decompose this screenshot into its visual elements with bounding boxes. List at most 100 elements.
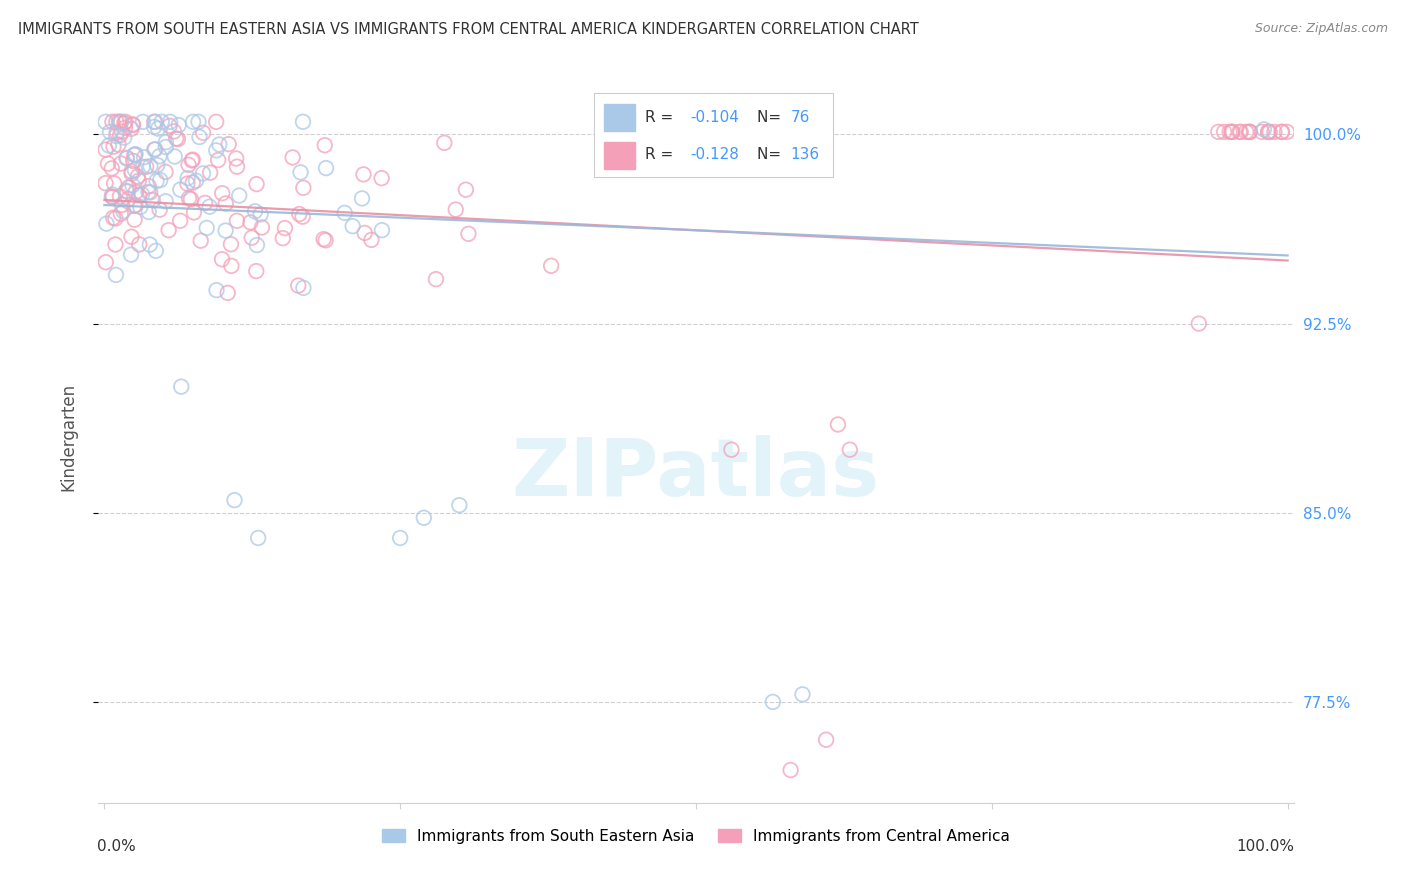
- Point: [169, 214, 191, 228]
- Point: [190, 234, 212, 248]
- Point: [103, 211, 125, 225]
- Point: [155, 135, 177, 149]
- Point: [97, 157, 120, 171]
- Text: ZIPatlas: ZIPatlas: [512, 434, 880, 513]
- Point: [188, 130, 211, 145]
- Point: [104, 237, 127, 252]
- Point: [187, 115, 209, 129]
- Point: [250, 220, 273, 235]
- Point: [139, 186, 162, 200]
- Point: [792, 687, 814, 701]
- Point: [240, 230, 263, 244]
- Point: [108, 189, 131, 203]
- Point: [191, 166, 214, 180]
- Point: [433, 136, 456, 150]
- Point: [176, 171, 198, 186]
- Point: [122, 118, 145, 132]
- Point: [247, 531, 270, 545]
- Point: [117, 180, 139, 194]
- Y-axis label: Kindergarten: Kindergarten: [59, 383, 77, 491]
- Point: [177, 191, 200, 205]
- Point: [114, 120, 136, 135]
- Point: [169, 183, 191, 197]
- Point: [115, 151, 138, 165]
- Point: [110, 115, 132, 129]
- Point: [225, 214, 247, 228]
- Point: [315, 233, 337, 247]
- Point: [97, 138, 120, 153]
- Point: [101, 187, 124, 202]
- Point: [838, 442, 860, 457]
- Point: [157, 223, 180, 237]
- Point: [288, 207, 311, 221]
- Point: [155, 140, 177, 154]
- Point: [180, 153, 202, 168]
- Point: [108, 128, 131, 143]
- Point: [540, 259, 562, 273]
- Text: Source: ZipAtlas.com: Source: ZipAtlas.com: [1254, 22, 1388, 36]
- Point: [98, 125, 121, 139]
- Point: [149, 173, 172, 187]
- Text: IMMIGRANTS FROM SOUTH EASTERN ASIA VS IMMIGRANTS FROM CENTRAL AMERICA KINDERGART: IMMIGRANTS FROM SOUTH EASTERN ASIA VS IM…: [18, 22, 920, 37]
- Point: [128, 188, 150, 202]
- Point: [143, 120, 166, 134]
- Point: [155, 194, 177, 209]
- Point: [228, 188, 250, 202]
- Point: [127, 169, 149, 184]
- Point: [148, 149, 170, 163]
- Point: [215, 196, 238, 211]
- Point: [1270, 125, 1292, 139]
- Point: [143, 115, 166, 129]
- Point: [1257, 125, 1279, 139]
- Point: [143, 115, 166, 129]
- Point: [167, 132, 190, 146]
- Point: [105, 115, 128, 129]
- Point: [1239, 125, 1261, 139]
- Point: [124, 147, 146, 161]
- Point: [208, 137, 231, 152]
- Point: [1237, 125, 1260, 139]
- Point: [111, 125, 134, 139]
- Point: [274, 221, 297, 235]
- Point: [198, 200, 221, 214]
- Point: [155, 165, 177, 179]
- Legend: Immigrants from South Eastern Asia, Immigrants from Central America: Immigrants from South Eastern Asia, Immi…: [377, 822, 1015, 850]
- Point: [146, 121, 169, 136]
- Point: [159, 115, 181, 129]
- Point: [128, 174, 150, 188]
- Point: [145, 174, 167, 188]
- Text: 100.0%: 100.0%: [1237, 839, 1295, 855]
- Point: [122, 153, 145, 168]
- Point: [217, 285, 239, 300]
- Point: [281, 150, 304, 164]
- Point: [115, 152, 138, 166]
- Point: [146, 158, 169, 172]
- Point: [444, 202, 467, 217]
- Point: [124, 147, 146, 161]
- Point: [101, 161, 124, 176]
- Point: [815, 732, 838, 747]
- Point: [218, 137, 240, 152]
- Point: [103, 139, 125, 153]
- Point: [120, 229, 142, 244]
- Point: [1219, 125, 1241, 139]
- Point: [1229, 125, 1251, 139]
- Point: [226, 160, 249, 174]
- Point: [117, 185, 139, 199]
- Point: [1239, 125, 1261, 139]
- Point: [115, 184, 138, 198]
- Point: [124, 198, 146, 212]
- Point: [333, 206, 356, 220]
- Point: [117, 192, 139, 206]
- Point: [143, 143, 166, 157]
- Point: [159, 119, 181, 133]
- Point: [101, 189, 124, 203]
- Point: [225, 152, 247, 166]
- Point: [291, 210, 314, 224]
- Point: [110, 207, 132, 221]
- Point: [124, 185, 146, 199]
- Point: [371, 223, 394, 237]
- Point: [142, 193, 165, 207]
- Point: [167, 118, 190, 132]
- Point: [1213, 125, 1236, 139]
